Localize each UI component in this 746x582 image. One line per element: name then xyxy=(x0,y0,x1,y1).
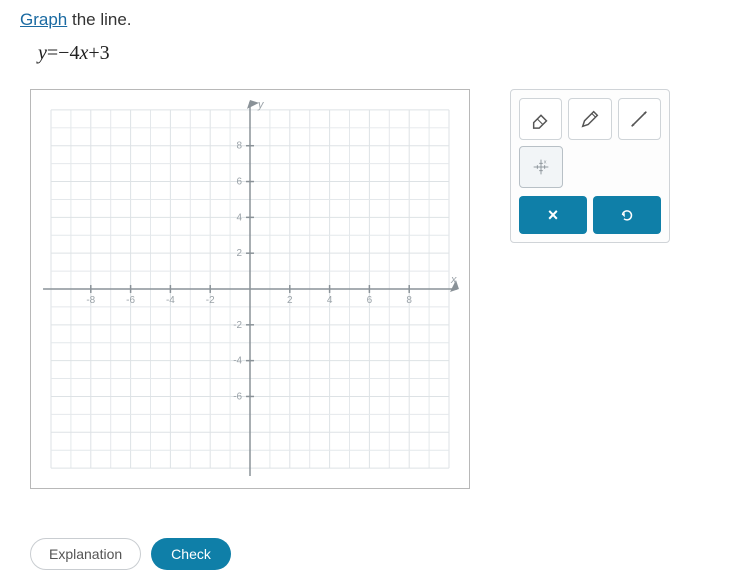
svg-text:x: x xyxy=(544,159,547,165)
clear-button[interactable]: × xyxy=(519,196,587,234)
svg-text:y: y xyxy=(257,99,265,111)
graph-panel[interactable]: -8 -6 -4 -2 2 4 6 8 -6 -4 -2 2 4 6 8 y x xyxy=(30,89,470,489)
svg-text:-4: -4 xyxy=(233,356,242,367)
line-icon xyxy=(628,108,650,130)
point-marker-icon: x xyxy=(530,156,552,178)
close-icon: × xyxy=(548,205,559,226)
tool-panel: x × xyxy=(510,89,670,243)
instruction-text: Graph the line. xyxy=(20,10,726,30)
action-row: × xyxy=(519,196,661,234)
tool-row-1 xyxy=(519,98,661,140)
svg-text:-6: -6 xyxy=(126,295,135,306)
svg-text:-4: -4 xyxy=(166,295,175,306)
undo-icon xyxy=(618,206,636,224)
svg-text:6: 6 xyxy=(237,177,243,188)
graph-link[interactable]: Graph xyxy=(20,10,67,29)
svg-text:-8: -8 xyxy=(86,295,95,306)
instruction-rest: the line. xyxy=(67,10,131,29)
svg-text:-6: -6 xyxy=(233,391,242,402)
svg-text:8: 8 xyxy=(406,295,412,306)
eraser-icon xyxy=(530,108,552,130)
check-button[interactable]: Check xyxy=(151,538,231,570)
pencil-tool-button[interactable] xyxy=(568,98,611,140)
line-tool-button[interactable] xyxy=(618,98,661,140)
tool-row-2: x xyxy=(519,146,661,188)
svg-text:-2: -2 xyxy=(206,295,215,306)
svg-text:6: 6 xyxy=(367,295,373,306)
workspace: -8 -6 -4 -2 2 4 6 8 -6 -4 -2 2 4 6 8 y x xyxy=(20,89,726,489)
svg-text:4: 4 xyxy=(237,212,243,223)
explanation-button[interactable]: Explanation xyxy=(30,538,141,570)
svg-text:2: 2 xyxy=(237,248,243,259)
svg-text:4: 4 xyxy=(327,295,333,306)
svg-text:x: x xyxy=(450,274,457,286)
undo-button[interactable] xyxy=(593,196,661,234)
pencil-icon xyxy=(579,108,601,130)
svg-text:8: 8 xyxy=(237,141,243,152)
svg-text:2: 2 xyxy=(287,295,293,306)
bottom-buttons: Explanation Check xyxy=(30,538,231,570)
exercise-area: Graph the line. y=−4x+3 -8 -6 -4 -2 2 4 6 8 -6 -4… xyxy=(0,0,746,582)
eraser-tool-button[interactable] xyxy=(519,98,562,140)
equation-text: y=−4x+3 xyxy=(38,42,726,65)
point-tool-button[interactable]: x xyxy=(519,146,563,188)
coordinate-grid[interactable]: -8 -6 -4 -2 2 4 6 8 -6 -4 -2 2 4 6 8 y x xyxy=(31,90,469,488)
svg-text:-2: -2 xyxy=(233,320,242,331)
